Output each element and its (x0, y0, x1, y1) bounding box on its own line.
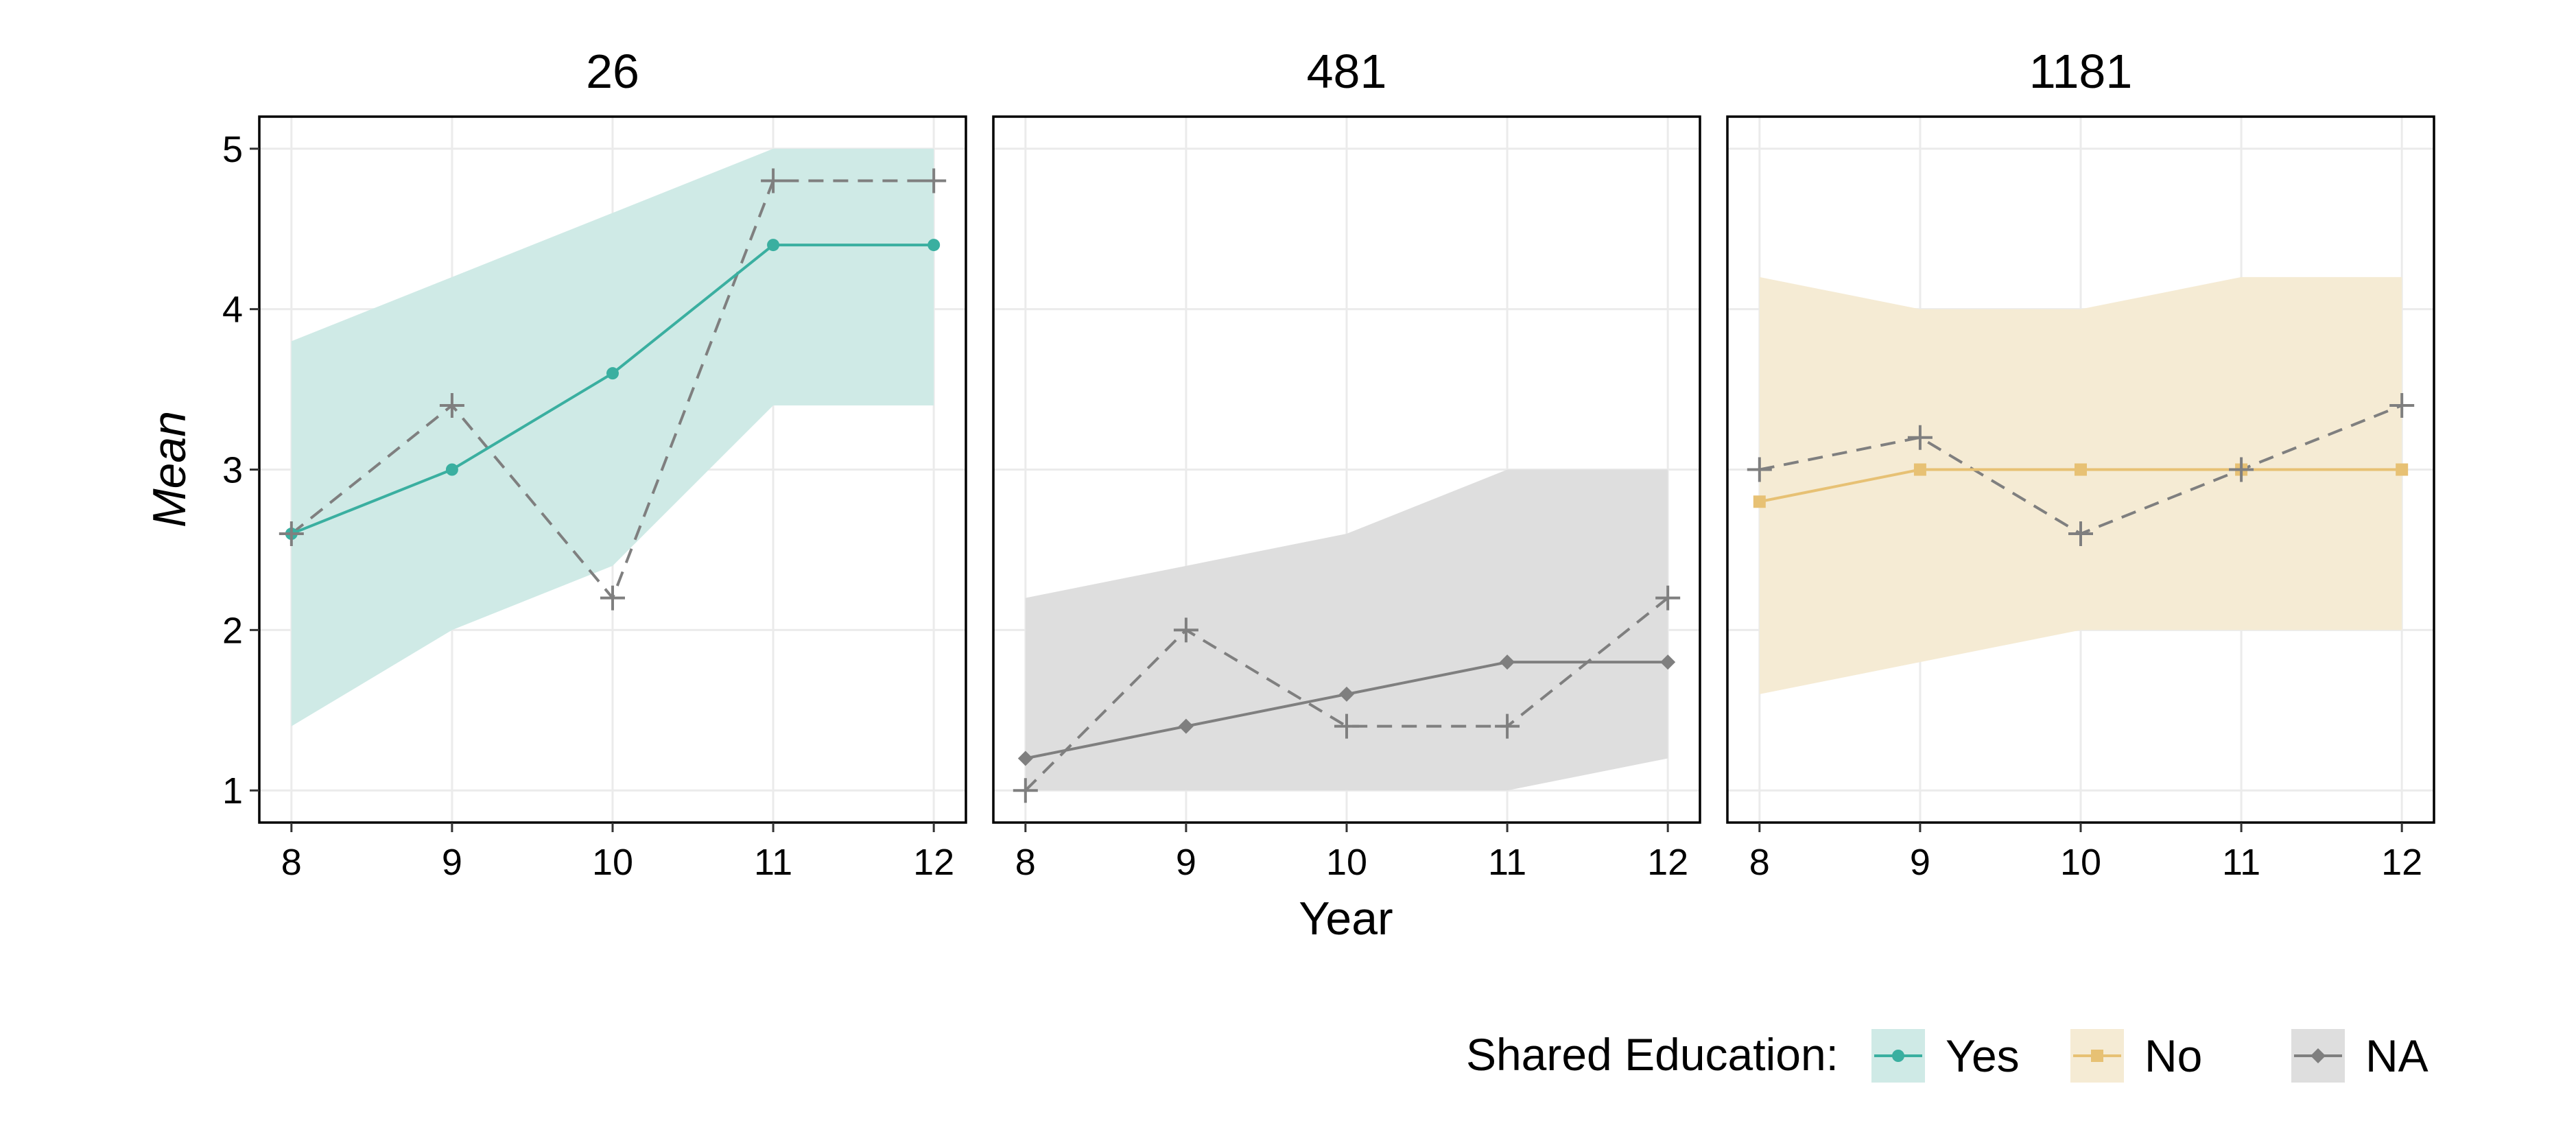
mean-point (927, 239, 941, 252)
mean-point (606, 367, 619, 380)
legend: Shared Education: Yes No NA (1466, 1029, 2429, 1083)
individual-line (1024, 597, 1669, 792)
x-tick-label: 10 (2060, 842, 2101, 883)
mean-point (1178, 718, 1194, 734)
x-tick-label: 12 (2381, 842, 2422, 883)
y-tick-label: 2 (222, 610, 243, 651)
individual-point (1655, 585, 1681, 611)
y-tick-label: 3 (222, 450, 243, 491)
legend-key-marker (2311, 1048, 2326, 1063)
confidence-band-na (1025, 469, 1668, 791)
individual-point (600, 585, 625, 611)
x-tick-label: 12 (913, 842, 954, 883)
facet-label: 26 (586, 45, 639, 98)
individual-point (1334, 713, 1359, 739)
confidence-band-yes (291, 148, 934, 727)
legend-item-no: No (2070, 1029, 2202, 1083)
legend-key-marker (1892, 1050, 1904, 1062)
mean-point (1017, 751, 1033, 766)
individual-point (2229, 457, 2254, 482)
individual-point (1747, 457, 1772, 482)
x-tick-label: 11 (1488, 842, 1526, 883)
legend-item-yes: Yes (1871, 1029, 2020, 1083)
x-tick-label: 10 (592, 842, 633, 883)
facet-label: 481 (1307, 45, 1387, 98)
mean-point (2396, 463, 2409, 476)
mean-point (1339, 686, 1354, 702)
legend-title: Shared Education: (1466, 1029, 1839, 1080)
mean-point (1500, 654, 1515, 670)
mean-point (1753, 495, 1766, 508)
mean-point (2075, 463, 2087, 476)
individual-point (439, 392, 464, 418)
mean-point (767, 239, 780, 252)
individual-point (2389, 392, 2415, 418)
individual-point (279, 521, 304, 547)
x-tick-label: 9 (1176, 842, 1196, 883)
x-tick-label: 11 (754, 842, 792, 883)
panel-481: 481 8 9 10 11 12 (992, 45, 1701, 883)
confidence-band-no (1759, 276, 2402, 694)
individual-point (1495, 713, 1520, 739)
panel-1181: 1181 8 9 10 11 12 (1726, 45, 2435, 883)
legend-label: No (2144, 1030, 2202, 1081)
individual-point (1173, 617, 1198, 643)
legend-label: Yes (1946, 1030, 2020, 1081)
x-axis-title: Year (1299, 893, 1393, 945)
x-tick-label: 11 (2222, 842, 2260, 883)
individual-point (1013, 778, 1038, 803)
mean-point (445, 463, 458, 476)
x-tick-label: 10 (1326, 842, 1367, 883)
individual-point (1907, 425, 1933, 450)
legend-label: NA (2365, 1030, 2429, 1081)
x-tick-label: 8 (1015, 842, 1036, 883)
x-tick-label: 12 (1647, 842, 1688, 883)
legend-key-marker (2091, 1050, 2103, 1062)
mean-point (1913, 463, 1926, 476)
individual-point (761, 168, 786, 193)
facet-label: 1181 (2029, 45, 2133, 98)
x-tick-label: 9 (1910, 842, 1930, 883)
y-tick-label: 4 (222, 290, 243, 331)
y-tick-label: 5 (222, 129, 243, 170)
individual-point (2068, 521, 2093, 547)
legend-item-na: NA (2291, 1029, 2429, 1083)
y-axis-title: Mean (143, 411, 196, 528)
x-tick-label: 8 (1749, 842, 1770, 883)
y-tick-label: 1 (222, 770, 243, 812)
mean-point (1660, 654, 1676, 670)
x-tick-label: 9 (442, 842, 462, 883)
legend-keys: Yes No NA (1871, 1029, 2429, 1083)
x-tick-label: 8 (281, 842, 302, 883)
individual-point (921, 168, 947, 193)
